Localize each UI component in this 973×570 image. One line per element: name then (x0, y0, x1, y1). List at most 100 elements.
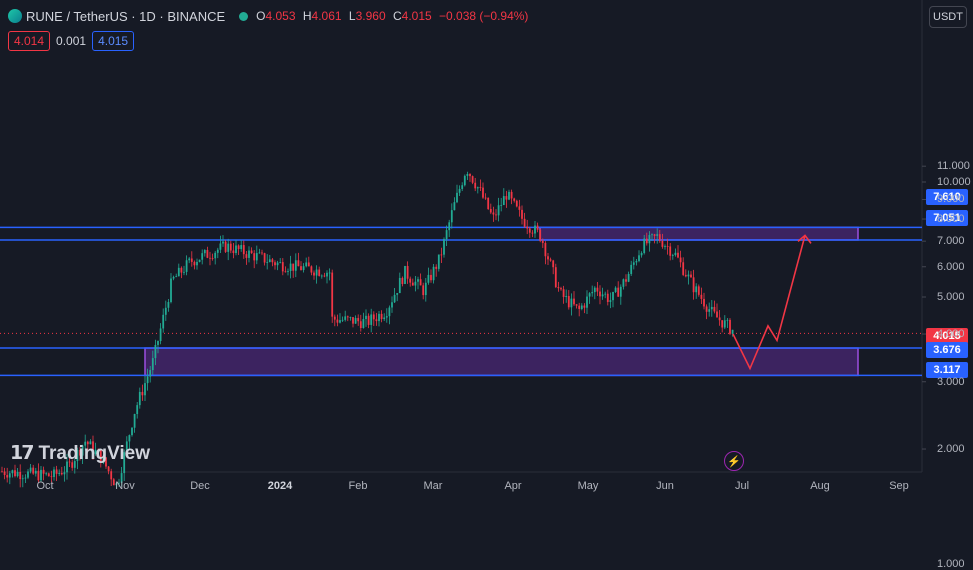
candle-body (6, 475, 9, 478)
candle-body (326, 272, 328, 277)
candle-body (24, 477, 27, 479)
candle-body (71, 462, 74, 468)
candle-body (58, 472, 61, 474)
candle-body (430, 274, 432, 281)
spread-value: 0.001 (56, 34, 87, 48)
candle-body (354, 318, 357, 324)
candle-body (151, 358, 154, 371)
candle-body (505, 196, 508, 200)
price-chart[interactable] (0, 0, 973, 503)
candle-body (146, 376, 149, 384)
candle-body (664, 246, 666, 247)
candle-body (411, 282, 414, 286)
candle-body (263, 253, 266, 263)
candle-body (196, 261, 198, 266)
candle-body (1, 471, 3, 473)
candle-body (651, 234, 653, 236)
candle-body (508, 191, 510, 200)
candle-body (289, 263, 292, 271)
candle-body (492, 212, 495, 215)
candle-body (248, 250, 250, 258)
candle-body (497, 205, 500, 216)
candle-body (27, 471, 29, 478)
candle-body (502, 196, 505, 206)
high-value: 4.061 (311, 9, 342, 23)
candle-body (261, 252, 263, 254)
candle-body (500, 205, 503, 206)
candle-body (471, 176, 474, 183)
price-tick-label: 6.000 (937, 260, 965, 273)
candle-body (14, 470, 16, 477)
candle-body (331, 272, 334, 317)
buy-button[interactable]: 4.015 (92, 31, 135, 51)
time-tick-label: Feb (348, 480, 368, 492)
candle-body (713, 306, 716, 312)
candle-body (310, 266, 313, 273)
candle-body (684, 274, 687, 277)
candle-body (29, 467, 32, 472)
close-value: 4.015 (401, 9, 432, 23)
candle-body (716, 311, 718, 318)
projection-path[interactable] (732, 235, 806, 371)
candle-body (424, 282, 427, 296)
candle-body (580, 305, 583, 309)
time-tick-label: Jul (734, 480, 750, 492)
candle-body (729, 319, 731, 334)
candle-body (268, 259, 271, 263)
candle-body (690, 274, 692, 278)
candle-body (487, 197, 490, 209)
symbol-title[interactable]: RUNE / TetherUS · 1D · BINANCE (26, 8, 226, 24)
price-tick-label: 10.000 (937, 176, 971, 188)
tradingview-logo: 𝟭𝟳 TradingView (10, 442, 150, 465)
price-tick-label: 3.000 (937, 375, 965, 388)
candle-body (92, 441, 94, 454)
candle-body (305, 262, 308, 267)
candle-body (203, 249, 206, 254)
candle-body (393, 294, 396, 303)
candle-body (528, 228, 531, 233)
candle-body (661, 240, 664, 247)
candle-body (474, 182, 477, 189)
trade-row: 4.014 0.001 4.015 (8, 31, 135, 51)
currency-button[interactable]: USDT (929, 6, 967, 28)
sr-zone-0[interactable] (539, 226, 859, 241)
candle-body (201, 253, 204, 260)
candle-body (466, 174, 469, 176)
candle-body (253, 253, 256, 261)
candle-body (378, 313, 380, 322)
candle-body (458, 188, 461, 193)
candle-body (105, 457, 107, 467)
candle-body (157, 341, 159, 345)
lightning-bolt-icon[interactable]: ⚡ (724, 451, 744, 471)
candle-body (112, 479, 115, 486)
candle-body (513, 198, 516, 201)
candle-body (588, 293, 591, 297)
candle-body (622, 279, 625, 287)
candle-body (531, 232, 534, 234)
candle-body (414, 281, 417, 286)
candle-body (42, 469, 45, 474)
time-tick-label: Sep (889, 480, 909, 492)
price-tag-upper-top: 7.610 (926, 189, 968, 205)
candle-body (365, 315, 367, 320)
candle-body (245, 254, 248, 258)
candle-body (34, 470, 37, 474)
candle-body (461, 185, 464, 189)
tv-mark-icon: 𝟭𝟳 (10, 443, 34, 464)
candle-body (653, 234, 656, 236)
candle-body (120, 473, 123, 483)
sr-zone-1[interactable] (144, 347, 859, 377)
candle-body (128, 435, 131, 442)
candle-body (141, 391, 144, 396)
candle-body (188, 258, 191, 261)
candle-body (578, 305, 581, 309)
candle-body (367, 315, 370, 325)
candle-body (125, 441, 128, 453)
sell-button[interactable]: 4.014 (8, 31, 51, 51)
price-tick-label: 11.000 (937, 160, 970, 173)
price-tick-label: 7.000 (937, 235, 965, 248)
candle-body (229, 243, 232, 251)
candle-body (515, 200, 518, 207)
candle-body (287, 270, 289, 272)
candle-body (479, 187, 482, 188)
